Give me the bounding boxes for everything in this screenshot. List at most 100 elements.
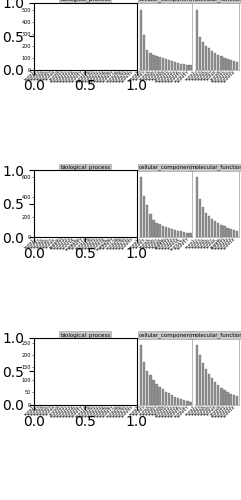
Bar (152, 55, 155, 70)
Text: term1: term1 (24, 237, 36, 249)
Bar (236, 62, 238, 70)
Bar (236, 396, 238, 405)
Text: term19: term19 (77, 405, 91, 419)
Bar (124, 66, 127, 70)
Text: term21: term21 (84, 237, 98, 251)
Bar (165, 392, 167, 405)
Bar (180, 232, 182, 237)
Bar (131, 66, 133, 70)
Text: term7: term7 (42, 70, 54, 82)
Bar (143, 196, 145, 237)
Text: term9: term9 (209, 237, 221, 249)
Text: term11: term11 (214, 405, 228, 419)
Text: term12: term12 (56, 405, 70, 419)
Text: term21: term21 (84, 70, 98, 84)
Text: term12: term12 (56, 70, 70, 84)
Bar (75, 392, 77, 405)
Text: term7: term7 (147, 237, 160, 249)
Text: term12: term12 (217, 70, 231, 84)
Text: term13: term13 (59, 405, 73, 419)
Bar (165, 60, 167, 70)
Bar (72, 230, 74, 237)
Bar (56, 56, 59, 70)
Bar (65, 390, 68, 405)
Bar (233, 395, 235, 405)
Text: term33: term33 (121, 237, 135, 251)
Bar (38, 200, 40, 237)
Title: molecular_function: molecular_function (190, 332, 241, 338)
Text: term6: term6 (39, 405, 51, 417)
Bar (118, 399, 120, 405)
Bar (143, 362, 145, 405)
Bar (168, 228, 170, 237)
Bar (47, 50, 49, 70)
Text: term12: term12 (217, 405, 231, 419)
Text: term16: term16 (68, 237, 82, 251)
Text: term4: term4 (194, 405, 206, 417)
Text: term16: term16 (173, 405, 187, 419)
Bar (109, 398, 111, 405)
Text: term17: term17 (176, 405, 190, 419)
Text: term16: term16 (68, 70, 82, 84)
Bar (205, 46, 207, 70)
Text: term6: term6 (145, 70, 157, 82)
Text: term32: term32 (118, 237, 132, 251)
Bar (38, 361, 40, 405)
Bar (236, 231, 238, 237)
Bar (143, 34, 145, 70)
Bar (220, 224, 222, 237)
Bar (168, 394, 170, 405)
Bar (41, 368, 43, 405)
Title: cellular_component: cellular_component (139, 164, 193, 170)
Bar (202, 364, 204, 405)
Bar (134, 66, 136, 70)
Bar (229, 60, 232, 70)
Bar (65, 229, 68, 237)
Title: cellular_component: cellular_component (139, 332, 193, 338)
Title: cellular_component: cellular_component (139, 0, 193, 2)
Text: term25: term25 (96, 405, 110, 419)
Text: term13: term13 (220, 237, 234, 251)
Text: term14: term14 (167, 70, 181, 84)
Text: term3: term3 (135, 70, 147, 82)
Text: term27: term27 (102, 70, 116, 84)
Text: term10: term10 (155, 237, 169, 251)
Text: term9: term9 (48, 405, 60, 417)
Bar (217, 55, 220, 70)
Text: term30: term30 (112, 237, 126, 251)
Text: term2: term2 (132, 405, 144, 417)
Bar (127, 400, 130, 405)
Bar (131, 234, 133, 237)
Text: term2: term2 (27, 237, 39, 249)
Bar (72, 392, 74, 405)
Bar (211, 219, 213, 237)
Text: term6: term6 (39, 70, 51, 82)
Bar (217, 223, 220, 237)
Text: term14: term14 (62, 70, 76, 84)
Text: term6: term6 (145, 237, 157, 249)
Text: term26: term26 (99, 405, 113, 419)
Bar (140, 178, 142, 237)
Text: term9: term9 (154, 405, 166, 417)
Bar (106, 398, 108, 405)
Bar (93, 396, 96, 405)
Text: term3: term3 (191, 237, 203, 249)
Text: term15: term15 (65, 405, 79, 419)
Bar (214, 221, 216, 237)
Text: term32: term32 (118, 405, 132, 419)
Bar (159, 224, 161, 237)
Bar (62, 388, 65, 405)
Bar (121, 66, 124, 70)
Bar (68, 391, 71, 405)
Text: term11: term11 (158, 237, 172, 251)
Text: term11: term11 (53, 237, 67, 251)
Text: term11: term11 (214, 70, 228, 84)
Bar (38, 31, 40, 70)
Text: term8: term8 (206, 405, 218, 417)
Text: term9: term9 (48, 237, 60, 249)
Text: term4: term4 (138, 405, 150, 417)
Bar (50, 222, 52, 237)
Bar (202, 42, 204, 70)
Text: term7: term7 (203, 70, 215, 82)
Bar (208, 374, 210, 405)
